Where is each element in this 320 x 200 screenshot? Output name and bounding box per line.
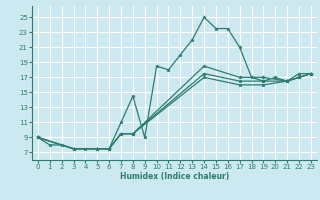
X-axis label: Humidex (Indice chaleur): Humidex (Indice chaleur) bbox=[120, 172, 229, 181]
